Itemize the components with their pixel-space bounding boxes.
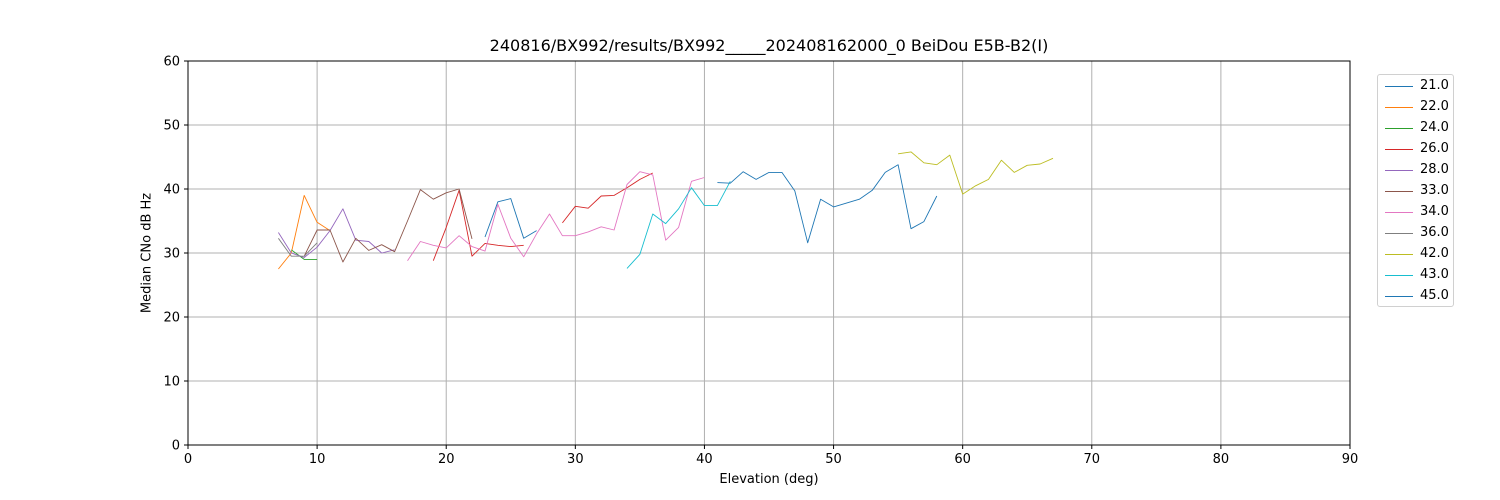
series-line-43-0 (626, 181, 731, 269)
legend-swatch (1385, 86, 1413, 87)
x-tick-label: 0 (184, 452, 192, 467)
y-tick-label: 10 (163, 375, 180, 390)
legend-label: 45.0 (1420, 288, 1449, 303)
legend-swatch (1385, 170, 1413, 171)
legend-entry: 42.0 (1378, 246, 1455, 262)
legend-label: 43.0 (1420, 267, 1449, 282)
legend-swatch (1385, 254, 1413, 255)
series-line-33-0 (303, 188, 473, 263)
legend-entry: 36.0 (1378, 225, 1455, 241)
legend-entry: 45.0 (1378, 288, 1455, 304)
legend-swatch (1385, 191, 1413, 192)
legend-label: 22.0 (1420, 99, 1449, 114)
legend-entry: 24.0 (1378, 120, 1455, 136)
legend-entry: 33.0 (1378, 183, 1455, 199)
legend-entry: 22.0 (1378, 99, 1455, 115)
series-line-21-0 (484, 198, 537, 239)
legend-swatch (1385, 128, 1413, 129)
legend-swatch (1385, 296, 1413, 297)
series-line-24-0 (291, 249, 318, 260)
y-tick-label: 60 (163, 55, 180, 70)
legend-entry: 28.0 (1378, 162, 1455, 178)
y-axis-label: Median CNo dB Hz (139, 192, 155, 314)
legend-label: 42.0 (1420, 246, 1449, 261)
legend-label: 33.0 (1420, 183, 1449, 198)
legend-entry: 43.0 (1378, 267, 1455, 283)
series-line-22-0 (278, 194, 331, 270)
legend-label: 34.0 (1420, 204, 1449, 219)
grid-lines (187, 60, 1351, 446)
x-tick-label: 10 (309, 452, 326, 467)
legend-entry: 34.0 (1378, 204, 1455, 220)
x-tick-label: 40 (696, 452, 713, 467)
legend-swatch (1385, 212, 1413, 213)
series-line-42-0 (898, 151, 1054, 195)
legend-swatch (1385, 149, 1413, 150)
y-tick-label: 20 (163, 311, 180, 326)
legend-label: 24.0 (1420, 120, 1449, 135)
series-line-45-0 (717, 164, 938, 244)
x-tick-label: 30 (567, 452, 584, 467)
series-lines (278, 151, 1054, 270)
legend-label: 36.0 (1420, 225, 1449, 240)
x-tick-label: 80 (1213, 452, 1230, 467)
x-tick-label: 60 (954, 452, 971, 467)
series-line-26-0 (432, 172, 653, 261)
x-axis-label: Elevation (deg) (719, 472, 819, 487)
chart-legend: 21.0 22.0 24.0 26.0 28.0 33.0 34.0 36.0 42.0 43.0… (1377, 74, 1454, 307)
chart-title: 240816/BX992/results/BX992_____202408162… (489, 36, 1049, 55)
x-tick-label: 20 (438, 452, 455, 467)
x-tick-label: 70 (1084, 452, 1101, 467)
x-tick-label: 90 (1342, 452, 1359, 467)
legend-entry: 26.0 (1378, 141, 1455, 157)
y-tick-label: 0 (172, 439, 180, 454)
x-tick-label: 50 (825, 452, 842, 467)
legend-entry: 21.0 (1378, 78, 1455, 94)
legend-label: 28.0 (1420, 162, 1449, 177)
legend-swatch (1385, 107, 1413, 108)
legend-swatch (1385, 233, 1413, 234)
series-line-34-0 (407, 171, 705, 261)
y-tick-label: 40 (163, 183, 180, 198)
series-line-36-0 (278, 238, 318, 257)
y-tick-label: 50 (163, 119, 180, 134)
legend-label: 21.0 (1420, 78, 1449, 93)
legend-label: 26.0 (1420, 141, 1449, 156)
y-tick-label: 30 (163, 247, 180, 262)
legend-swatch (1385, 275, 1413, 276)
axis-ticks: 0 10 20 30 40 50 60 70 80 90 0 10 20 30 40 50 60 (163, 55, 1358, 468)
